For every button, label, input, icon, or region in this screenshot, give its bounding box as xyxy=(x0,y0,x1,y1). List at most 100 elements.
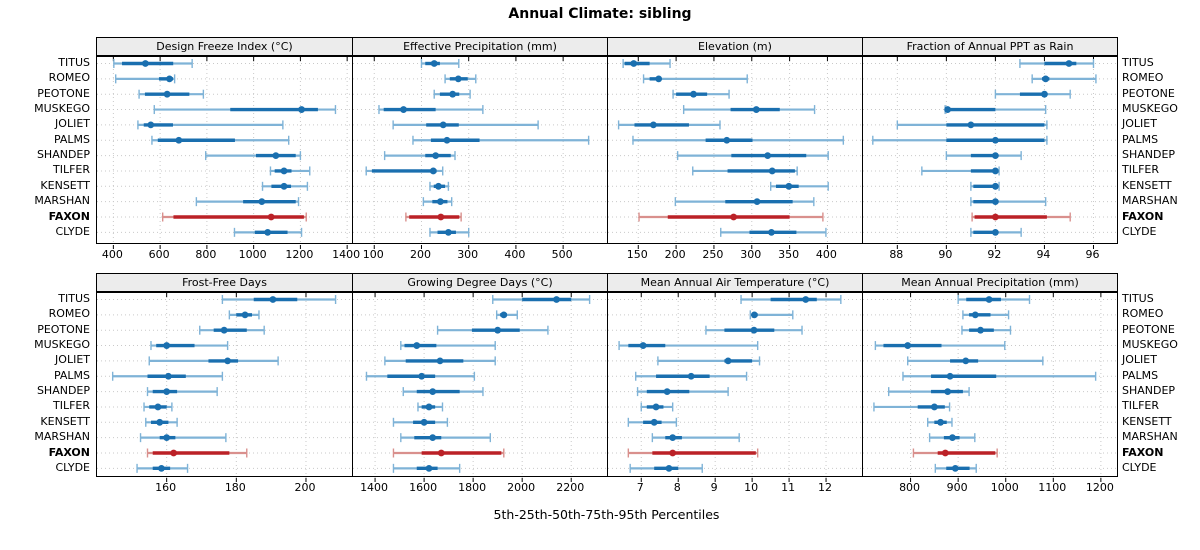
percentile-row-shandep xyxy=(945,151,1022,161)
percentile-row-kensett xyxy=(392,417,449,427)
axis-tick-label: 800 xyxy=(899,481,921,494)
percentile-row-kensett xyxy=(627,417,678,427)
percentile-row-faxon xyxy=(146,448,248,458)
percentile-row-faxon xyxy=(638,212,824,222)
percentile-row-marshan xyxy=(422,197,453,207)
median-dot xyxy=(267,213,275,221)
site-label-left-titus: TITUS xyxy=(58,56,90,69)
axis-tick-label: 160 xyxy=(155,481,177,494)
median-dot xyxy=(650,418,658,426)
percentile-row-muskego xyxy=(153,105,337,115)
percentile-row-romeo xyxy=(228,310,260,320)
percentile-row-titus xyxy=(221,295,337,304)
percentile-row-joliet xyxy=(896,120,1048,130)
percentile-row-clyde xyxy=(429,227,470,237)
percentile-row-clyde xyxy=(392,463,461,473)
axis-tick-label: 900 xyxy=(946,481,968,494)
median-dot xyxy=(977,326,984,334)
panel-title: Mean Annual Air Temperature (°C) xyxy=(640,276,830,289)
median-dot xyxy=(437,213,445,221)
percentile-row-kensett xyxy=(261,181,309,191)
axis-tick-label: 2200 xyxy=(556,481,585,494)
median-dot xyxy=(418,372,426,380)
panel-strip-2-1: Mean Annual Air Temperature (°C) xyxy=(607,273,863,292)
median-dot xyxy=(723,136,731,144)
site-label-left-clyde: CLYDE xyxy=(55,460,91,474)
median-dot xyxy=(949,434,956,442)
percentile-row-titus xyxy=(492,295,591,304)
site-label-right-marshan: MARSHAN xyxy=(1122,430,1178,444)
panel-plot-1-0 xyxy=(352,56,608,249)
median-dot xyxy=(992,228,999,236)
site-label-left-marshan: MARSHAN xyxy=(34,430,90,444)
percentile-row-romeo xyxy=(962,310,1010,320)
site-label-left-romeo: ROMEO xyxy=(48,71,90,85)
percentile-row-titus xyxy=(622,59,671,68)
panel-title: Design Freeze Index (°C) xyxy=(156,40,293,53)
axis-tick-label: 9 xyxy=(710,481,718,494)
median-dot xyxy=(298,106,305,113)
median-dot xyxy=(944,388,952,395)
axis-tick-label: 88 xyxy=(889,248,904,261)
median-dot xyxy=(494,326,502,334)
median-dot xyxy=(553,296,560,303)
median-dot xyxy=(992,152,999,159)
median-dot xyxy=(1042,75,1050,83)
median-dot xyxy=(413,342,421,349)
axis-caption: 5th-25th-50th-75th-95th Percentiles xyxy=(493,507,720,522)
panel-title: Effective Precipitation (mm) xyxy=(403,40,557,53)
percentile-row-joliet xyxy=(907,356,1044,366)
site-label-right-tilfer: TILFER xyxy=(1122,163,1160,177)
axis-tick-label: 400 xyxy=(504,248,526,261)
axis-tick-label: 2000 xyxy=(507,481,536,494)
median-dot xyxy=(444,228,452,236)
median-dot xyxy=(930,403,938,411)
percentile-row-joliet xyxy=(392,120,539,130)
percentile-row-muskego xyxy=(618,341,759,351)
median-dot xyxy=(280,167,288,175)
axis-tick-label: 200 xyxy=(664,248,686,261)
median-dot xyxy=(158,464,165,472)
panel-plot-3-1 xyxy=(862,292,1118,482)
percentile-row-clyde xyxy=(934,463,977,473)
median-dot xyxy=(992,198,999,206)
panel-strip-1-1: Growing Degree Days (°C) xyxy=(352,273,608,292)
percentile-row-muskego xyxy=(400,341,496,351)
site-label-left-tilfer: TILFER xyxy=(52,163,90,177)
median-dot xyxy=(750,311,758,319)
axis-tick-label: 180 xyxy=(224,481,246,494)
percentile-row-marshan xyxy=(928,433,976,443)
median-dot xyxy=(665,464,673,472)
median-dot xyxy=(420,418,428,426)
median-dot xyxy=(663,388,671,395)
median-dot xyxy=(163,388,171,395)
site-label-right-peotone: PEOTONE xyxy=(1122,86,1175,100)
axis-tick-label: 100 xyxy=(362,248,384,261)
percentile-row-clyde xyxy=(970,227,1022,237)
axis-tick-label: 1200 xyxy=(285,248,314,261)
median-dot xyxy=(941,449,949,457)
site-label-right-titus: TITUS xyxy=(1122,56,1154,69)
site-label-right-titus: TITUS xyxy=(1122,292,1154,305)
median-dot xyxy=(753,198,761,206)
percentile-row-peotone xyxy=(199,325,265,335)
median-dot xyxy=(425,464,433,472)
percentile-row-faxon xyxy=(161,212,307,222)
axis-tick-label: 7 xyxy=(636,481,644,494)
median-dot xyxy=(937,418,944,426)
median-dot xyxy=(166,75,173,83)
median-dot xyxy=(429,434,437,442)
percentile-row-peotone xyxy=(433,89,471,99)
panel-plot-0-1 xyxy=(96,292,353,482)
percentile-row-palms xyxy=(872,135,1048,145)
median-dot xyxy=(992,182,999,190)
percentile-row-joliet xyxy=(657,356,761,366)
median-dot xyxy=(768,167,776,175)
median-dot xyxy=(630,60,638,67)
site-label-right-peotone: PEOTONE xyxy=(1122,322,1175,336)
median-dot xyxy=(971,311,979,319)
axis-tick-label: 12 xyxy=(818,481,833,494)
site-label-left-muskego: MUSKEGO xyxy=(34,102,90,116)
percentile-row-kensett xyxy=(970,181,1000,191)
